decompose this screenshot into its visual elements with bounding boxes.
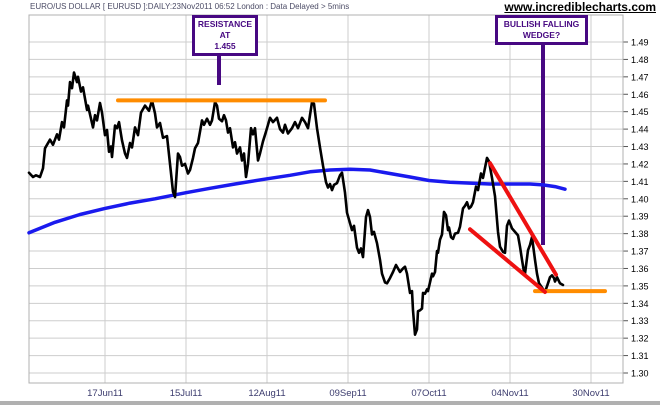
y-axis-label: 1.39 [631,212,649,222]
resistance-annotation-box: RESISTANCE AT 1.455 [192,15,258,56]
y-axis-label: 1.44 [631,125,649,135]
chart-title: EURO/US DOLLAR [ EURUSD ]:DAILY:23Nov201… [30,2,350,11]
bottom-bar [0,401,660,405]
y-axis-label: 1.42 [631,159,649,169]
wedge-annotation-line2: WEDGE? [522,30,561,40]
wedge-annotation-box: BULLISH FALLING WEDGE? [495,15,588,45]
watermark-link[interactable]: www.incrediblecharts.com [504,0,656,14]
wedge-lower-trendline [468,227,547,294]
x-axis-label: 04Nov11 [491,388,528,399]
y-axis-label: 1.35 [631,281,649,291]
y-axis-label: 1.47 [631,72,649,82]
wedge-annotation-line1: BULLISH FALLING [503,19,580,29]
y-axis-label: 1.38 [631,229,649,239]
y-axis-label: 1.41 [631,177,649,187]
x-axis-label: 15Jul11 [170,388,203,399]
y-axis-label: 1.34 [631,299,649,309]
y-axis-label: 1.32 [631,334,649,344]
plot-border [28,14,624,384]
resistance-annotation-line1: RESISTANCE AT [197,19,253,40]
y-axis-label: 1.45 [631,107,649,117]
y-axis-label: 1.36 [631,264,649,274]
y-axis-label: 1.49 [631,38,649,48]
moving-average-line [27,167,567,235]
y-axis-label: 1.31 [631,351,649,361]
price-line [27,71,565,337]
y-axis-label: 1.46 [631,90,649,100]
y-axis-label: 1.30 [631,369,649,379]
y-axis-label: 1.33 [631,316,649,326]
y-axis-label: 1.48 [631,55,649,65]
y-axis-label: 1.37 [631,247,649,257]
x-axis-label: 07Oct11 [411,388,446,399]
x-axis-label: 09Sep11 [329,388,366,399]
x-axis-label: 30Nov11 [572,388,609,399]
x-axis-label: 12Aug11 [248,388,285,399]
resistance-annotation-line2: 1.455 [214,41,236,51]
wedge-upper-trendline [488,161,558,277]
y-axis-label: 1.43 [631,142,649,152]
y-axis-label: 1.40 [631,194,649,204]
x-axis-label: 17Jun11 [87,388,123,399]
